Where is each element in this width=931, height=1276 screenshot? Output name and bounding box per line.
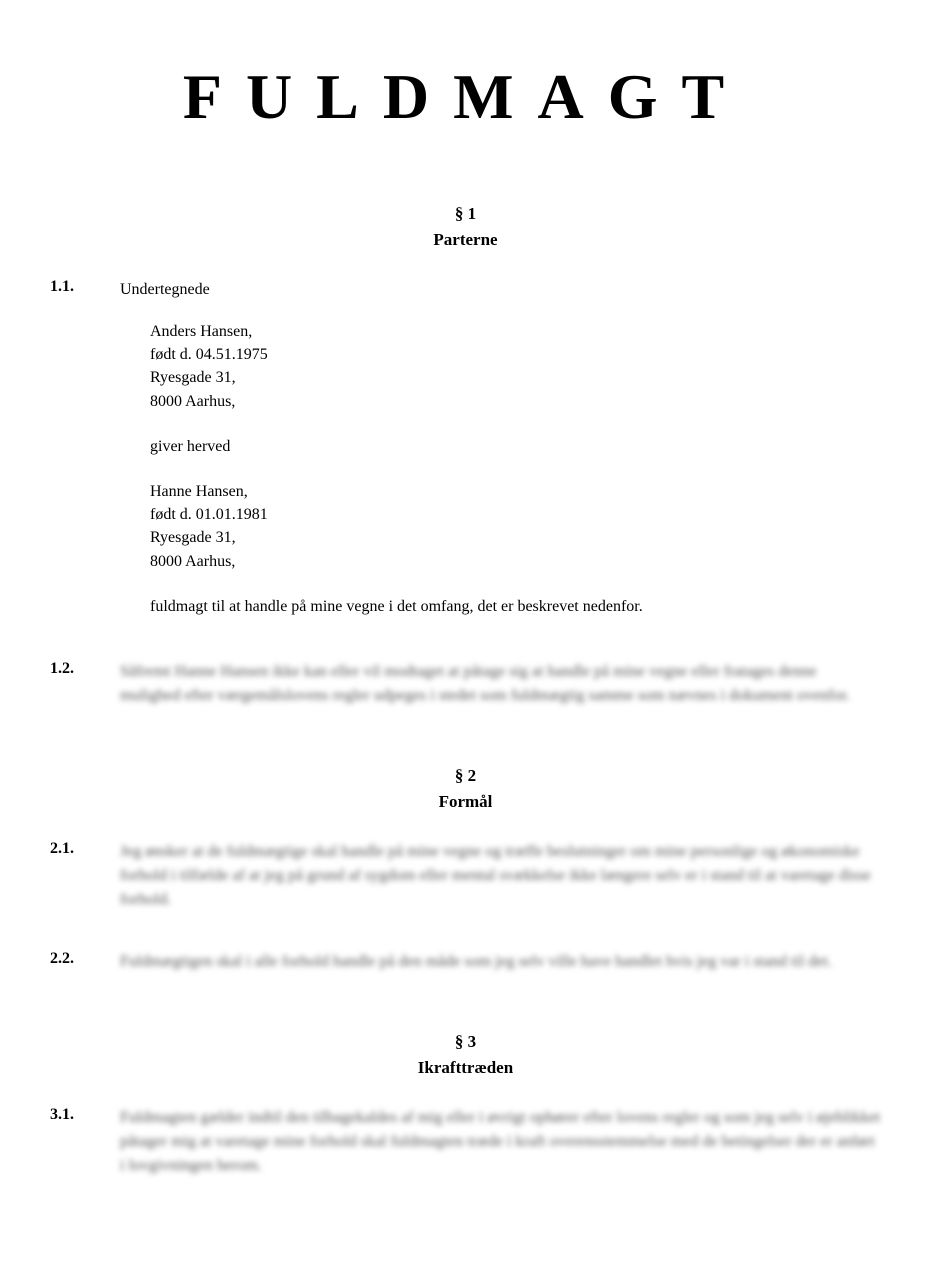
grantee-name: Hanne Hansen,: [150, 480, 881, 503]
clause-1-2: 1.2. Såfremt Hanne Hansen ikke kan eller…: [50, 660, 881, 726]
grantor-city: 8000 Aarhus,: [150, 390, 881, 413]
clause-number: 2.1.: [50, 840, 120, 930]
clause-number: 1.2.: [50, 660, 120, 726]
section-title-3: Ikrafttræden: [50, 1058, 881, 1078]
grantee-born: født d. 01.01.1981: [150, 503, 881, 526]
clause-body-blurred: Fuldmægtigen skal i alle forhold handle …: [120, 950, 881, 992]
gives-text: giver herved: [150, 435, 881, 458]
grantor-born: født d. 04.51.1975: [150, 343, 881, 366]
clause-body-blurred: Jeg ønsker at de fuldmægtige skal handle…: [120, 840, 881, 930]
clause-1-1: 1.1. Undertegnede Anders Hansen, født d.…: [50, 278, 881, 640]
section-title-2: Formål: [50, 792, 881, 812]
intro-text: Undertegnede: [120, 278, 881, 302]
clause-number: 1.1.: [50, 278, 120, 640]
section-number-3: § 3: [50, 1032, 881, 1052]
blurred-text: Fuldmagten gælder indtil den tilbagekald…: [120, 1106, 881, 1178]
clause-body-blurred: Såfremt Hanne Hansen ikke kan eller vil …: [120, 660, 881, 726]
tail-text: fuldmagt til at handle på mine vegne i d…: [150, 595, 881, 618]
grantee-street: Ryesgade 31,: [150, 526, 881, 549]
blurred-text: Såfremt Hanne Hansen ikke kan eller vil …: [120, 660, 881, 708]
section-number-1: § 1: [50, 204, 881, 224]
section-title-1: Parterne: [50, 230, 881, 250]
grantee-city: 8000 Aarhus,: [150, 550, 881, 573]
clause-2-2: 2.2. Fuldmægtigen skal i alle forhold ha…: [50, 950, 881, 992]
grantee-block: Hanne Hansen, født d. 01.01.1981 Ryesgad…: [150, 480, 881, 573]
clause-number: 3.1.: [50, 1106, 120, 1196]
clause-number: 2.2.: [50, 950, 120, 992]
grantor-name: Anders Hansen,: [150, 320, 881, 343]
clause-body-blurred: Fuldmagten gælder indtil den tilbagekald…: [120, 1106, 881, 1196]
clause-body: Undertegnede Anders Hansen, født d. 04.5…: [120, 278, 881, 640]
grantor-block: Anders Hansen, født d. 04.51.1975 Ryesga…: [150, 320, 881, 413]
clause-2-1: 2.1. Jeg ønsker at de fuldmægtige skal h…: [50, 840, 881, 930]
tail-block: fuldmagt til at handle på mine vegne i d…: [150, 595, 881, 618]
clause-3-1: 3.1. Fuldmagten gælder indtil den tilbag…: [50, 1106, 881, 1196]
blurred-text: Fuldmægtigen skal i alle forhold handle …: [120, 950, 881, 974]
section-number-2: § 2: [50, 766, 881, 786]
gives-block: giver herved: [150, 435, 881, 458]
grantor-street: Ryesgade 31,: [150, 366, 881, 389]
document-title: FULDMAGT: [50, 60, 881, 134]
blurred-text: Jeg ønsker at de fuldmægtige skal handle…: [120, 840, 881, 912]
